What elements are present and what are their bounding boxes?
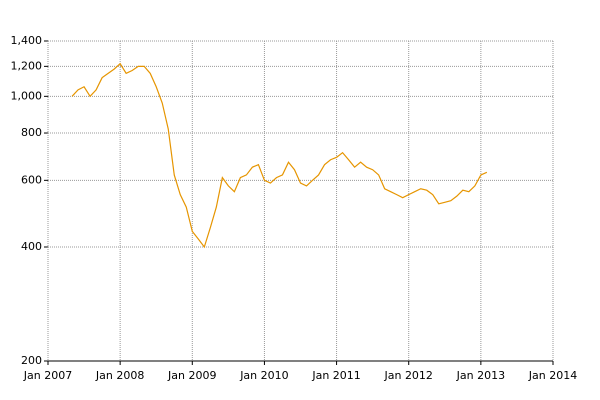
- y-tick-label: 1,000: [11, 89, 43, 102]
- x-tick-label: Jan 2009: [167, 369, 216, 382]
- x-tick-label: Jan 2013: [456, 369, 505, 382]
- x-tick-label: Jan 2010: [239, 369, 288, 382]
- y-tick-label: 800: [21, 126, 42, 139]
- price-line: [71, 62, 488, 249]
- y-tick-label: 400: [21, 240, 42, 253]
- x-tick-label: Jan 2014: [528, 369, 577, 382]
- x-tick-label: Jan 2007: [23, 369, 72, 382]
- x-tick-label: Jan 2008: [95, 369, 144, 382]
- y-tick-label: 200: [21, 354, 42, 367]
- x-tick-label: Jan 2012: [383, 369, 432, 382]
- x-tick-label: Jan 2011: [311, 369, 360, 382]
- y-tick-label: 600: [21, 173, 42, 186]
- y-tick-label: 1,400: [11, 34, 43, 47]
- y-tick-label: 1,200: [11, 59, 43, 72]
